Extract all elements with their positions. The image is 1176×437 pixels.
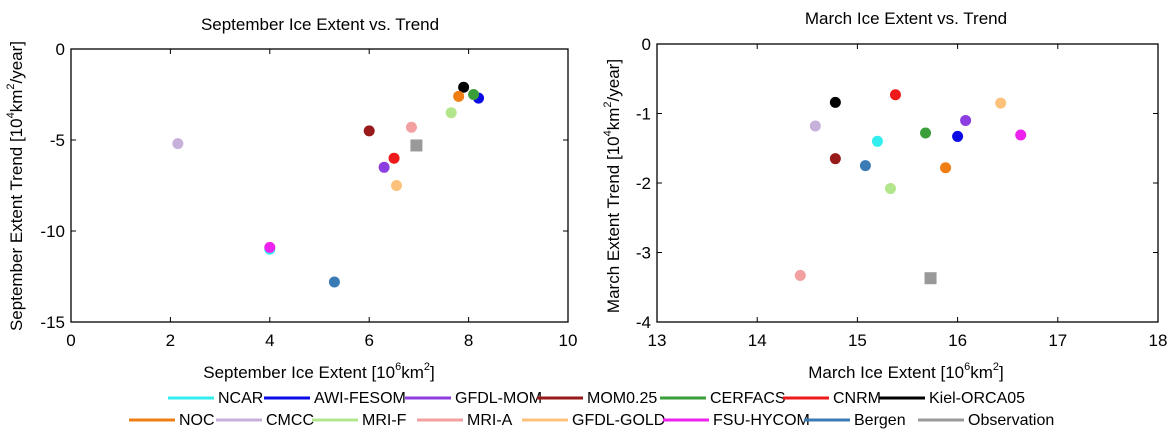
y-tick-label: -3	[636, 244, 651, 263]
y-tick-label: -10	[40, 222, 65, 241]
september-panel: September Ice Extent vs. Trend 0 2 4 6 8 10 0…	[5, 15, 577, 382]
y-tick-label: 0	[56, 40, 65, 59]
legend-item-mri-f: MRI-F	[312, 412, 407, 429]
legend-item-ncar: NCAR	[168, 390, 263, 407]
legend-label: Bergen	[854, 412, 906, 429]
y-tick-label: -15	[40, 313, 65, 332]
point-ncar	[871, 135, 883, 147]
x-axis-ticks: 0 2 4 6 8 10	[66, 49, 577, 350]
y-axis-label: March Extent Trend [104km2/year]	[602, 59, 623, 313]
x-tick-label: 14	[748, 331, 767, 350]
x-tick-label: 10	[559, 331, 578, 350]
point-fsu-hycom	[264, 241, 276, 253]
x-tick-label: 18	[1149, 331, 1168, 350]
y-tick-label: -5	[50, 131, 65, 150]
legend-label: GFDL-GOLD	[572, 412, 665, 429]
x-tick-label: 17	[1048, 331, 1067, 350]
legend-item-observation: Observation	[918, 412, 1054, 429]
chart-title: March Ice Extent vs. Trend	[805, 9, 1007, 28]
x-axis-label: September Ice Extent [106km2]	[203, 361, 435, 382]
legend-item-kiel-orca05: Kiel-ORCA05	[879, 390, 1025, 407]
legend-item-gfdl-gold: GFDL-GOLD	[522, 412, 665, 429]
legend-label: Kiel-ORCA05	[929, 390, 1025, 407]
x-tick-label: 6	[364, 331, 373, 350]
point-mri-a	[794, 269, 806, 281]
legend-label: MRI-A	[467, 412, 513, 429]
x-tick-label: 4	[265, 331, 274, 350]
legend-item-fsu-hycom: FSU-HYCOM	[663, 412, 810, 429]
point-noc	[453, 90, 465, 102]
point-mom0-25	[829, 153, 841, 165]
legend-label: MRI-F	[362, 412, 407, 429]
legend-item-mri-a: MRI-A	[417, 412, 513, 429]
legend-item-cnrm: CNRM	[783, 390, 881, 407]
chart-title: September Ice Extent vs. Trend	[201, 15, 439, 34]
y-axis-ticks: 0 -5 -10 -15	[40, 40, 568, 332]
legend-item-noc: NOC	[129, 412, 215, 429]
point-mri-a	[405, 121, 417, 133]
legend-label: FSU-HYCOM	[713, 412, 810, 429]
point-cmcc	[809, 120, 821, 132]
legend-label: MOM0.25	[587, 390, 657, 407]
x-tick-label: 8	[464, 331, 473, 350]
legend-label: NCAR	[218, 390, 263, 407]
point-bergen	[859, 160, 871, 172]
y-tick-label: -4	[636, 313, 651, 332]
point-mri-f	[884, 183, 896, 195]
plot-area-box	[656, 43, 1159, 323]
march-panel: March Ice Extent vs. Trend 13 14 15 16 17 18 …	[602, 9, 1167, 382]
y-tick-label: -1	[636, 105, 651, 124]
point-fsu-hycom	[1015, 129, 1027, 141]
legend-item-mom0-25: MOM0.25	[537, 390, 657, 407]
legend-label: CERFACS	[710, 390, 786, 407]
point-cerfacs	[920, 127, 932, 139]
y-axis-label: September Extent Trend [104km2/year]	[5, 41, 26, 331]
point-kiel-orca05	[829, 96, 841, 108]
point-observation	[924, 272, 937, 285]
point-gfdl-mom	[960, 114, 972, 126]
legend-label: CNRM	[833, 390, 881, 407]
legend-item-cerfacs: CERFACS	[660, 390, 786, 407]
point-mri-f	[445, 107, 457, 119]
point-noc	[940, 162, 952, 174]
x-tick-label: 2	[166, 331, 175, 350]
x-axis-label: March Ice Extent [106km2]	[808, 361, 1004, 382]
legend-item-cmcc: CMCC	[216, 412, 314, 429]
legend-label: Observation	[968, 412, 1054, 429]
point-cerfacs	[468, 89, 480, 100]
point-awi-fesom	[952, 130, 964, 142]
x-axis-ticks: 13 14 15 16 17 18	[648, 44, 1168, 350]
x-tick-label: 15	[848, 331, 867, 350]
point-gfdl-gold	[391, 180, 403, 191]
legend-label: CMCC	[266, 412, 314, 429]
data-points	[172, 81, 485, 288]
legend-item-awi-fesom: AWI-FESOM	[264, 390, 406, 407]
legend-label: GFDL-MOM	[455, 390, 542, 407]
x-tick-label: 0	[66, 331, 75, 350]
legend-item-bergen: Bergen	[804, 412, 906, 429]
legend: NCAR AWI-FESOM GFDL-MOM MOM0.25 CERFACS CNRM K…	[129, 390, 1054, 429]
point-mom0-25	[363, 125, 375, 137]
x-tick-label: 13	[648, 331, 667, 350]
data-points	[794, 89, 1027, 285]
y-tick-label: 0	[642, 35, 651, 54]
x-tick-label: 16	[948, 331, 967, 350]
legend-label: NOC	[179, 412, 215, 429]
plot-area-box	[70, 48, 569, 323]
legend-item-gfdl-mom: GFDL-MOM	[405, 390, 542, 407]
point-bergen	[328, 276, 340, 288]
point-cmcc	[172, 138, 184, 150]
y-tick-label: -2	[636, 174, 651, 193]
legend-label: AWI-FESOM	[314, 390, 406, 407]
point-gfdl-gold	[995, 97, 1007, 109]
point-cnrm	[388, 152, 400, 164]
point-gfdl-mom	[378, 161, 390, 173]
point-cnrm	[889, 89, 901, 101]
point-observation	[410, 139, 423, 152]
y-axis-ticks: 0 -1 -2 -3 -4	[636, 35, 1158, 332]
point-kiel-orca05	[458, 81, 470, 93]
